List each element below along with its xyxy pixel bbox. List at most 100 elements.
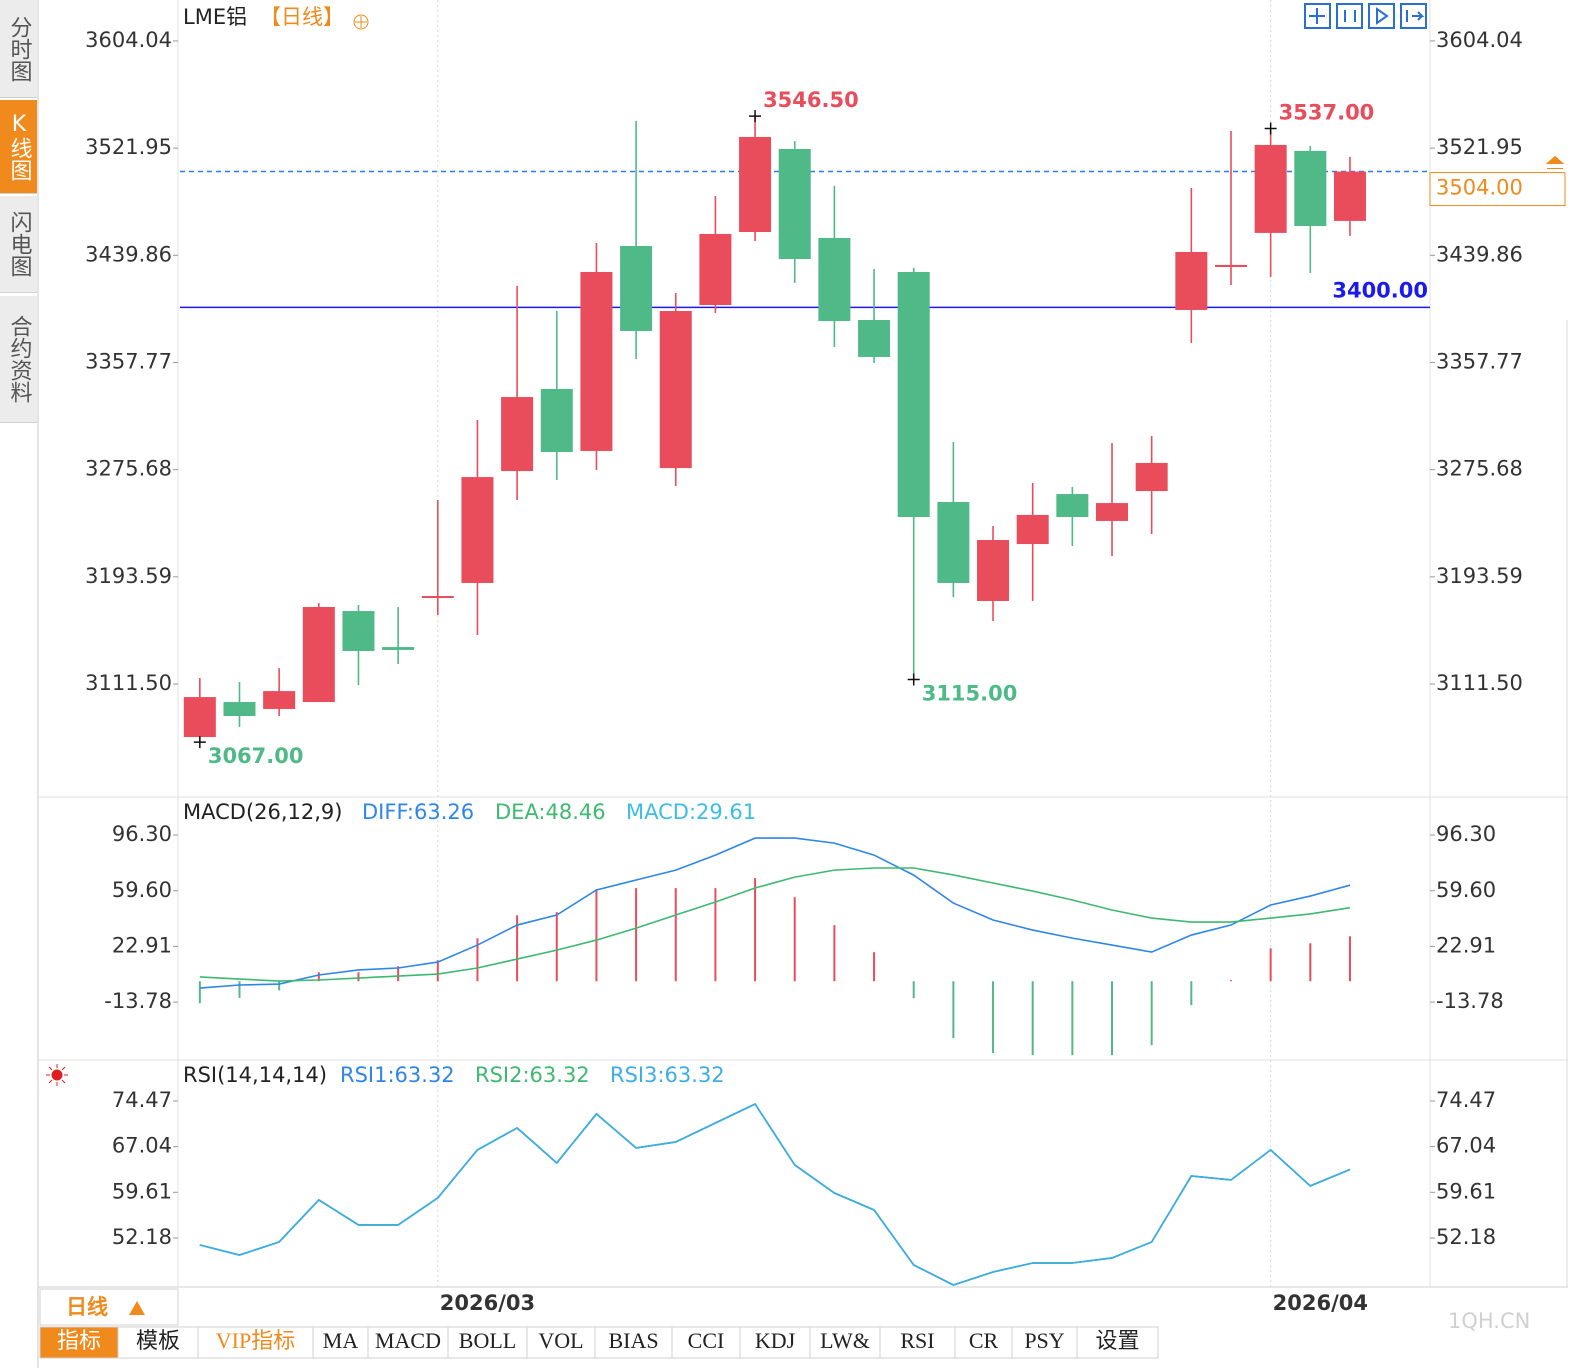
sidebar-tab[interactable]: 分时图: [0, 0, 37, 98]
chart-title: LME铝: [183, 5, 247, 29]
macd-line: [199, 867, 1351, 982]
fit-icon[interactable]: [1336, 3, 1363, 29]
y-tick-label-right: 67.04: [1436, 1134, 1496, 1158]
candle-body: [461, 477, 494, 583]
icon-rays: [46, 1064, 68, 1086]
toolbar-tab[interactable]: [526, 1326, 596, 1359]
y-tick-label-right: 3193.59: [1436, 564, 1523, 588]
candle-body: [620, 245, 653, 331]
toolbar-tab-label[interactable]: CR: [969, 1328, 999, 1353]
y-tick-label-right: 3275.68: [1436, 457, 1523, 481]
toolbar-tab[interactable]: [954, 1326, 1013, 1359]
toolbar-tab-label[interactable]: MA: [323, 1328, 359, 1353]
y-tick-label: 3521.95: [85, 135, 172, 159]
candle-body: [580, 271, 613, 451]
y-tick-label: 59.61: [112, 1179, 172, 1203]
toolbar-tab-label[interactable]: PSY: [1024, 1328, 1064, 1353]
period-button-label[interactable]: 日线: [66, 1295, 108, 1319]
toolbar-tab-label[interactable]: BIAS: [608, 1328, 658, 1353]
toolbar-tab[interactable]: [594, 1326, 673, 1359]
period-icon[interactable]: [353, 14, 369, 30]
sidebar-tab[interactable]: 合约资料: [0, 296, 37, 423]
toolbar-tab[interactable]: [879, 1326, 956, 1359]
play-icon[interactable]: [1368, 3, 1395, 29]
period-label: 【日线】: [260, 5, 344, 29]
legend-entry: RSI1:63.32: [340, 1063, 455, 1087]
y-tick-label-right: 59.61: [1436, 1179, 1496, 1203]
candle-body: [699, 233, 732, 305]
legend-entry: RSI2:63.32: [475, 1063, 590, 1087]
candle-body: [1056, 494, 1089, 518]
toolbar-tab-label[interactable]: CCI: [688, 1328, 725, 1353]
y-tick-label-right: 52.18: [1436, 1225, 1496, 1249]
candle-body: [1294, 150, 1327, 227]
toolbar-tab[interactable]: [1076, 1326, 1159, 1359]
next-icon[interactable]: [1400, 3, 1427, 29]
y-tick-label: 3275.68: [85, 457, 172, 481]
y-tick-label: 3604.04: [85, 28, 172, 52]
toolbar-tab[interactable]: [117, 1326, 199, 1359]
y-tick-label-right: 3357.77: [1436, 349, 1523, 373]
candle-body: [1135, 462, 1168, 492]
candle-body: [739, 136, 772, 233]
candle-body: [302, 606, 335, 703]
zoom-icon[interactable]: [1304, 3, 1331, 29]
candle-body: [937, 502, 970, 583]
candle-body: [223, 702, 256, 717]
toolbar-tab-label[interactable]: 指标: [57, 1328, 101, 1353]
y-tick-label-right: 3111.50: [1436, 671, 1523, 695]
candle-body: [977, 540, 1010, 601]
toolbar-tab-label[interactable]: KDJ: [755, 1328, 796, 1353]
y-tick-label-right: 74.47: [1436, 1088, 1496, 1112]
sidebar-tab[interactable]: K线图: [0, 100, 37, 194]
toolbar-tab-label[interactable]: LW&: [820, 1328, 870, 1353]
y-tick-label-right: 3604.04: [1436, 28, 1523, 52]
toolbar-tab-label[interactable]: VIP指标: [216, 1328, 295, 1353]
toolbar-tab-label[interactable]: MACD: [375, 1328, 441, 1353]
candle-body: [382, 647, 415, 650]
toolbar-tab[interactable]: [197, 1326, 314, 1359]
toolbar-tab-label[interactable]: RSI: [900, 1328, 934, 1353]
toolbar-tab-label[interactable]: 设置: [1095, 1328, 1139, 1353]
toolbar-tab-label[interactable]: VOL: [538, 1328, 583, 1353]
price-line-label: 3400.00: [1332, 278, 1428, 302]
candle-body: [1096, 503, 1129, 521]
toolbar-tab-label[interactable]: BOLL: [459, 1328, 516, 1353]
toolbar-tab-label[interactable]: 模板: [136, 1328, 180, 1353]
period-button-arrow: [129, 1301, 145, 1315]
last-price-label: 3504.00: [1436, 176, 1523, 200]
candle-body: [1214, 264, 1247, 268]
toolbar-tab[interactable]: [447, 1326, 528, 1359]
legend-entry: RSI3:63.32: [610, 1063, 725, 1087]
y-tick-label-right: 96.30: [1436, 822, 1496, 846]
y-tick-label: 96.30: [112, 822, 172, 846]
candle-body: [540, 388, 573, 453]
y-tick-label-right: 3439.86: [1436, 242, 1523, 266]
toolbar-tab[interactable]: [739, 1326, 811, 1359]
extreme-label: 3546.50: [763, 88, 859, 112]
candle-body: [263, 691, 296, 709]
icon-circle: [353, 14, 369, 30]
panel-title: MACD(26,12,9): [183, 800, 343, 824]
y-tick-label-right: 3521.95: [1436, 135, 1523, 159]
y-tick-label: 67.04: [112, 1134, 172, 1158]
toolbar-tab[interactable]: [312, 1326, 369, 1359]
y-tick-label: 74.47: [112, 1088, 172, 1112]
period-button[interactable]: [39, 1288, 179, 1326]
candle-body: [897, 271, 930, 518]
toolbar-tab[interactable]: [39, 1326, 119, 1359]
watermark: 1QH.CN: [1448, 1309, 1530, 1333]
toolbar-tab[interactable]: [809, 1326, 881, 1359]
y-tick-label: 3439.86: [85, 242, 172, 266]
extreme-label: 3067.00: [208, 744, 304, 768]
extreme-marker: [907, 673, 920, 686]
candle-body: [1254, 144, 1287, 233]
sidebar-tab[interactable]: 闪电图: [0, 196, 37, 293]
rsi-settings-icon[interactable]: [46, 1064, 68, 1086]
toolbar-tab[interactable]: [1011, 1326, 1078, 1359]
y-tick-label: 3193.59: [85, 564, 172, 588]
extreme-label: 3537.00: [1279, 100, 1375, 124]
icon-dot: [51, 1069, 63, 1081]
